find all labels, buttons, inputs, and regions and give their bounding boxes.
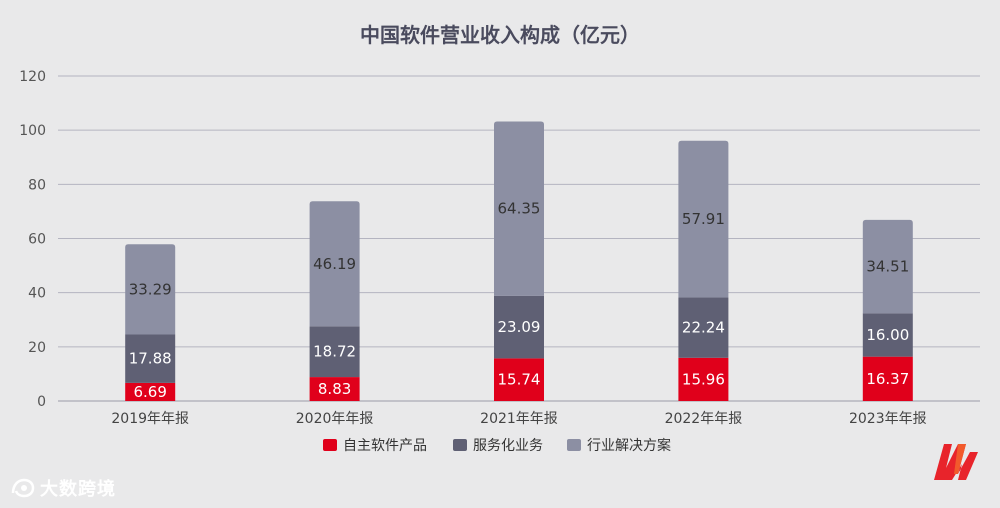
legend-swatch	[567, 439, 581, 451]
y-tick-label: 60	[28, 232, 46, 248]
data-label: 34.51	[866, 258, 909, 276]
legend-item[interactable]: 自主软件产品	[323, 438, 427, 454]
legend-item[interactable]: 行业解决方案	[567, 437, 671, 454]
data-label: 64.35	[498, 200, 541, 218]
y-tick-label: 0	[37, 394, 46, 410]
legend-item[interactable]: 服务化业务	[453, 438, 543, 454]
bar-segment[interactable]	[862, 313, 913, 357]
bar-segment[interactable]	[678, 140, 729, 298]
legend-swatch	[323, 439, 337, 451]
x-tick-label: 2022年年报	[665, 411, 743, 427]
camera-eye-icon	[11, 478, 35, 498]
y-axis-ticks: 0 20 40 60 80 100 120	[19, 69, 46, 410]
data-label: 17.88	[129, 350, 172, 368]
x-tick-label: 2021年年报	[480, 411, 558, 427]
bar-segment[interactable]	[309, 201, 360, 327]
x-tick-label: 2020年年报	[296, 411, 374, 427]
data-label: 33.29	[129, 280, 172, 298]
bar-segment[interactable]	[125, 244, 176, 335]
x-tick-label: 2023年年报	[849, 411, 927, 427]
y-tick-label: 80	[28, 177, 46, 193]
data-labels: 6.69 17.88 33.29 8.83 18.72 46.19 15.74 23.09 64…	[129, 200, 910, 401]
data-label: 16.00	[866, 326, 909, 344]
bar-segment[interactable]	[125, 382, 176, 401]
data-label: 15.96	[682, 370, 725, 388]
data-label: 57.91	[682, 210, 725, 228]
legend[interactable]: 自主软件产品 服务化业务 行业解决方案	[323, 437, 671, 454]
bar-segment[interactable]	[309, 377, 360, 401]
y-tick-label: 20	[28, 340, 46, 356]
x-axis-ticks: 2019年年报 2020年年报 2021年年报 2022年年报 2023年年报	[111, 411, 926, 427]
bar-segment[interactable]	[494, 358, 544, 401]
data-label: 23.09	[498, 318, 541, 336]
bar-segment[interactable]	[494, 121, 544, 296]
y-tick-label: 120	[19, 69, 46, 85]
chart-title: 中国软件营业收入构成（亿元）	[360, 23, 640, 47]
data-label: 16.37	[866, 370, 909, 388]
legend-label: 行业解决方案	[587, 437, 671, 454]
x-tick-label: 2019年年报	[111, 411, 189, 427]
watermark: 大数跨境	[10, 476, 116, 500]
bar-segment[interactable]	[309, 326, 360, 378]
y-tick-label: 100	[19, 123, 46, 139]
y-tick-label: 40	[28, 286, 46, 302]
bar-segment[interactable]	[678, 297, 729, 358]
data-label: 15.74	[498, 371, 541, 389]
bar-segment[interactable]	[494, 295, 544, 359]
data-label: 6.69	[133, 383, 166, 401]
bar-segment[interactable]	[862, 219, 913, 314]
watermark-text: 大数跨境	[40, 479, 116, 500]
data-label: 46.19	[313, 255, 356, 273]
m-logo-icon	[934, 444, 978, 480]
bar-segment[interactable]	[125, 334, 176, 383]
data-label: 18.72	[313, 343, 356, 361]
data-label: 8.83	[318, 380, 351, 398]
bar-segment[interactable]	[862, 356, 913, 401]
legend-swatch	[453, 439, 467, 451]
legend-label: 服务化业务	[473, 438, 543, 454]
bars	[125, 121, 913, 401]
data-label: 22.24	[682, 319, 725, 337]
legend-label: 自主软件产品	[343, 438, 427, 454]
bar-segment[interactable]	[678, 357, 729, 401]
